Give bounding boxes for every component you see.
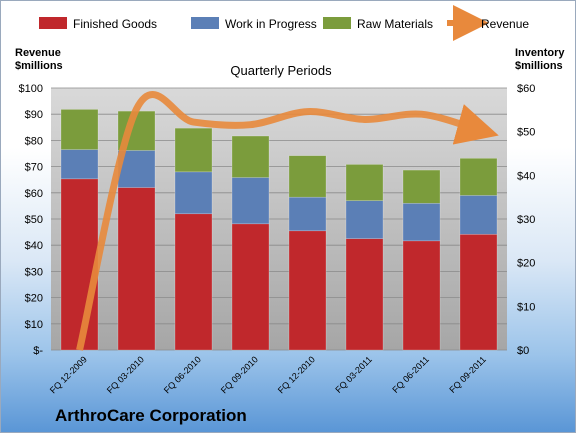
left-tick-label: $20 bbox=[25, 293, 43, 305]
category-label: FQ 03-2010 bbox=[105, 354, 146, 395]
right-tick-label: $30 bbox=[517, 214, 535, 226]
bar-finished-goods bbox=[174, 213, 213, 351]
bar-finished-goods bbox=[60, 178, 99, 351]
left-axis-title: Revenue $millions bbox=[15, 47, 63, 73]
category-label: FQ 09-2010 bbox=[219, 354, 260, 395]
category-label: FQ 12-2009 bbox=[48, 354, 89, 395]
category-label: FQ 09-2011 bbox=[447, 354, 488, 395]
revenue-series-line bbox=[76, 91, 499, 351]
category-label: FQ 03-2011 bbox=[333, 354, 374, 395]
legend-label: Raw Materials bbox=[357, 17, 433, 31]
left-tick-label: $100 bbox=[19, 83, 43, 95]
right-tick-label: $40 bbox=[517, 170, 535, 182]
revenue-line bbox=[76, 91, 499, 351]
right-tick-label: $20 bbox=[517, 258, 535, 270]
bar-finished-goods bbox=[117, 187, 156, 351]
left-axis-title-line-1: Revenue bbox=[15, 47, 61, 59]
bar-raw-materials bbox=[231, 135, 270, 178]
stacked-bars bbox=[60, 109, 498, 351]
bar-work-in-progress bbox=[231, 177, 270, 225]
legend: Finished Goods Work in Progress Raw Materi… bbox=[39, 5, 529, 41]
bar-work-in-progress bbox=[60, 149, 99, 180]
right-axis-title-line-2: $millions bbox=[515, 60, 563, 72]
bar-finished-goods bbox=[231, 223, 270, 351]
bar-raw-materials bbox=[174, 127, 213, 173]
right-axis-title: Inventory $millions bbox=[515, 47, 565, 73]
bar-finished-goods bbox=[402, 240, 441, 351]
bar-work-in-progress bbox=[402, 202, 441, 242]
left-tick-label: $90 bbox=[25, 109, 43, 121]
left-tick-label: $- bbox=[33, 345, 43, 357]
bar-finished-goods bbox=[345, 238, 384, 351]
legend-label: Revenue bbox=[481, 17, 529, 31]
category-label: FQ 12-2010 bbox=[276, 354, 317, 395]
bar-finished-goods bbox=[459, 233, 498, 351]
legend-swatch bbox=[323, 17, 351, 29]
right-tick-label: $50 bbox=[517, 127, 535, 139]
left-tick-label: $10 bbox=[25, 319, 43, 331]
legend-label: Finished Goods bbox=[73, 17, 157, 31]
category-label: FQ 06-2010 bbox=[162, 354, 203, 395]
bar-raw-materials bbox=[60, 109, 99, 150]
right-tick-label: $0 bbox=[517, 345, 529, 357]
legend-swatch bbox=[191, 17, 219, 29]
right-axis-title-line-1: Inventory bbox=[515, 47, 565, 59]
right-tick-label: $60 bbox=[517, 83, 535, 95]
bar-work-in-progress bbox=[459, 195, 498, 235]
category-label: FQ 06-2011 bbox=[390, 354, 431, 395]
chart-title: Quarterly Periods bbox=[230, 63, 332, 78]
legend-swatch bbox=[39, 17, 67, 29]
right-tick-label: $10 bbox=[517, 301, 535, 313]
bar-work-in-progress bbox=[288, 196, 327, 232]
bar-raw-materials bbox=[288, 155, 327, 198]
left-tick-label: $70 bbox=[25, 162, 43, 174]
bar-work-in-progress bbox=[345, 200, 384, 239]
bar-work-in-progress bbox=[174, 171, 213, 215]
left-tick-label: $50 bbox=[25, 214, 43, 226]
bar-raw-materials bbox=[402, 169, 441, 204]
bar-finished-goods bbox=[288, 230, 327, 351]
legend-label: Work in Progress bbox=[225, 17, 317, 31]
bar-raw-materials bbox=[459, 158, 498, 196]
left-tick-label: $30 bbox=[25, 266, 43, 278]
left-tick-label: $60 bbox=[25, 188, 43, 200]
company-name: ArthroCare Corporation bbox=[55, 406, 247, 425]
left-tick-label: $80 bbox=[25, 135, 43, 147]
left-tick-label: $40 bbox=[25, 240, 43, 252]
left-axis-title-line-2: $millions bbox=[15, 60, 63, 72]
bar-raw-materials bbox=[345, 164, 384, 201]
